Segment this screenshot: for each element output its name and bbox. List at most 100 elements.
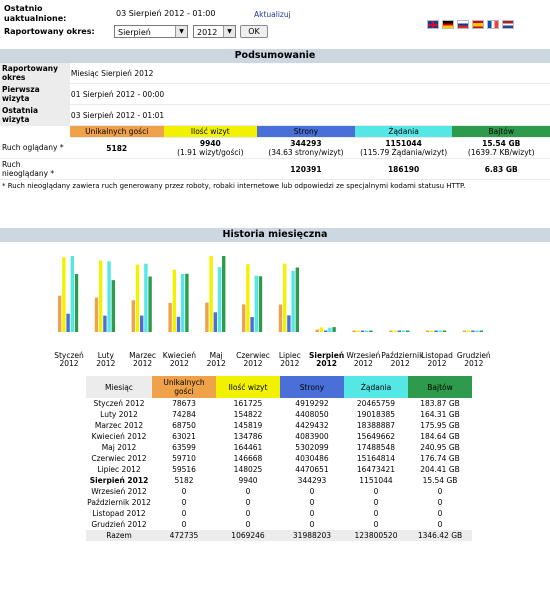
table-cell: 176.74 GB	[420, 454, 460, 463]
table-cell: Czerwiec 2012	[91, 454, 147, 463]
update-link[interactable]: Aktualizuj	[254, 10, 291, 19]
table-cell: 4083900	[295, 432, 329, 441]
table-cell: 145819	[233, 421, 263, 430]
col-visits: Ilość wizyt	[163, 125, 258, 138]
month-label: Lipiec 2012	[278, 351, 301, 368]
month-label: Październik 2012	[381, 351, 424, 368]
table-row: Kwiecień 2012 63021 134786 4083900 15649662 1…	[86, 431, 472, 442]
chart-bar-maj	[222, 256, 226, 332]
chart-bar-lipiec	[283, 263, 287, 332]
chart-bar-styczeń	[70, 256, 74, 332]
viewed-visitors: 5182	[69, 137, 164, 159]
year-select[interactable]: 2012 ▼	[193, 25, 236, 38]
chart-bar-listopad	[430, 330, 434, 332]
nl-flag-icon[interactable]	[502, 20, 514, 29]
top-bar: Ostatnio uaktualnione: 03 Sierpień 2012 …	[0, 0, 550, 44]
chart-bar-luty	[111, 280, 115, 332]
notviewed-label: Ruch nieoglądany *	[0, 158, 70, 180]
chart-bar-kwiecień	[185, 273, 189, 332]
summary-col-headers: Unikalnych gości Ilość wizyt Strony Żąda…	[0, 125, 550, 138]
history-panel: Historia miesięczna Styczeń 2012 Luty 2012 M…	[0, 228, 550, 541]
month-label: Czerwiec 2012	[236, 351, 270, 368]
table-total-row: Razem 472735 1069246 31988203 123800520 1346.…	[86, 530, 472, 541]
table-cell: 184.64 GB	[420, 432, 460, 441]
chart-bar-sierpień	[324, 330, 328, 332]
chart-bar-wrzesień	[365, 330, 369, 332]
es-flag-icon[interactable]	[472, 20, 484, 29]
table-cell: 154822	[233, 410, 263, 419]
table-cell: 59710	[172, 454, 196, 463]
last-update-label: Ostatnio uaktualnione:	[4, 4, 67, 23]
de-flag-icon[interactable]	[442, 20, 454, 29]
table-cell: 0	[181, 520, 187, 529]
table-cell: 4470651	[295, 465, 329, 474]
chart-bar-grudzień	[462, 330, 467, 332]
table-row: Listopad 2012 0 0 0 0 0	[86, 508, 472, 519]
table-cell: 19018385	[356, 410, 396, 419]
viewed-requests: 1151044 (115.79 Żądania/wizyt)	[354, 137, 453, 159]
chart-bar-styczeń	[74, 274, 79, 332]
table-total-cell: 1346.42 GB	[408, 530, 472, 541]
uk-flag-icon[interactable]	[427, 20, 439, 29]
chart-bar-maj	[209, 256, 213, 332]
table-cell: 16473421	[356, 465, 396, 474]
last-update-value: 03 Sierpień 2012 - 01:00	[116, 9, 216, 18]
month-label: Sierpień 2012	[309, 351, 345, 368]
chart-bar-kwiecień	[168, 302, 172, 332]
ok-button[interactable]: OK	[240, 25, 268, 38]
table-cell: 17488548	[356, 443, 396, 452]
ru-flag-icon[interactable]	[457, 20, 469, 29]
chart-bar-luty	[107, 261, 111, 332]
year-select-value: 2012	[197, 28, 218, 37]
chart-bar-wrzesień	[360, 330, 365, 332]
table-row: Luty 2012 74284 154822 4408050 19018385 164.3…	[86, 409, 472, 420]
month-select[interactable]: Sierpień ▼	[114, 25, 188, 38]
table-cell: 0	[373, 498, 379, 507]
monthly-table: Miesiąc Unikalnych gości Ilość wizyt Strony…	[86, 376, 472, 541]
summary-row-label: Pierwsza wizyta	[0, 83, 70, 105]
table-cell: 15649662	[356, 432, 396, 441]
chart-bar-sierpień	[315, 329, 319, 332]
chart-bar-maj	[205, 302, 209, 332]
summary-row: Pierwsza wizyta 01 Sierpień 2012 - 00:00	[0, 83, 550, 105]
table-cell: 183.87 GB	[420, 399, 460, 408]
chart-bar-październik	[393, 330, 397, 332]
table-cell: Maj 2012	[101, 443, 137, 452]
table-row: Styczeń 2012 78673 161725 4919292 20465759 18…	[86, 398, 472, 409]
chart-bar-wrzesień	[352, 330, 356, 332]
chart-bar-lipiec	[291, 270, 295, 332]
month-labels: Styczeń 2012 Luty 2012 Marzec 2012 Kwiecień 201…	[0, 352, 550, 370]
table-total-cell: 123800520	[344, 530, 408, 541]
table-cell: 0	[309, 498, 315, 507]
chart-bar-luty	[99, 260, 103, 332]
table-cell: 18388887	[356, 421, 396, 430]
month-label: Grudzień 2012	[456, 351, 491, 368]
table-cell: 175.95 GB	[420, 421, 460, 430]
table-row: Marzec 2012 68750 145819 4429432 18388887 175…	[86, 420, 472, 431]
notviewed-requests: 186190	[354, 158, 453, 180]
table-cell: 15164814	[356, 454, 396, 463]
fr-flag-icon[interactable]	[487, 20, 499, 29]
table-cell: 0	[181, 498, 187, 507]
table-cell: 0	[437, 498, 443, 507]
chart-bar-grudzień	[479, 330, 483, 332]
viewed-bytes: 15.54 GB (1639.7 KB/wizyt)	[452, 137, 550, 159]
table-cell: 0	[437, 520, 443, 529]
chart-bar-październik	[397, 330, 401, 332]
table-header-cell: Żądania	[344, 376, 408, 398]
table-cell: 0	[437, 487, 443, 496]
table-cell: 0	[245, 498, 251, 507]
viewed-pages: 344293 (34.63 strony/wizyt)	[257, 137, 355, 159]
chart-bar-kwiecień	[181, 273, 185, 332]
table-cell: 68750	[172, 421, 196, 430]
table-total-cell: 472735	[152, 530, 216, 541]
table-cell: 146668	[233, 454, 263, 463]
notviewed-bytes: 6.83 GB	[452, 158, 550, 180]
notviewed-pages: 120391	[257, 158, 355, 180]
summary-row: Ostatnia wizyta 03 Sierpień 2012 - 01:01	[0, 104, 550, 126]
table-cell: 240.95 GB	[420, 443, 460, 452]
chart-bar-czerwiec	[242, 304, 246, 332]
chart-bar-styczeń	[58, 295, 62, 332]
table-cell: Grudzień 2012	[91, 520, 147, 529]
table-cell: 5182	[174, 476, 194, 485]
